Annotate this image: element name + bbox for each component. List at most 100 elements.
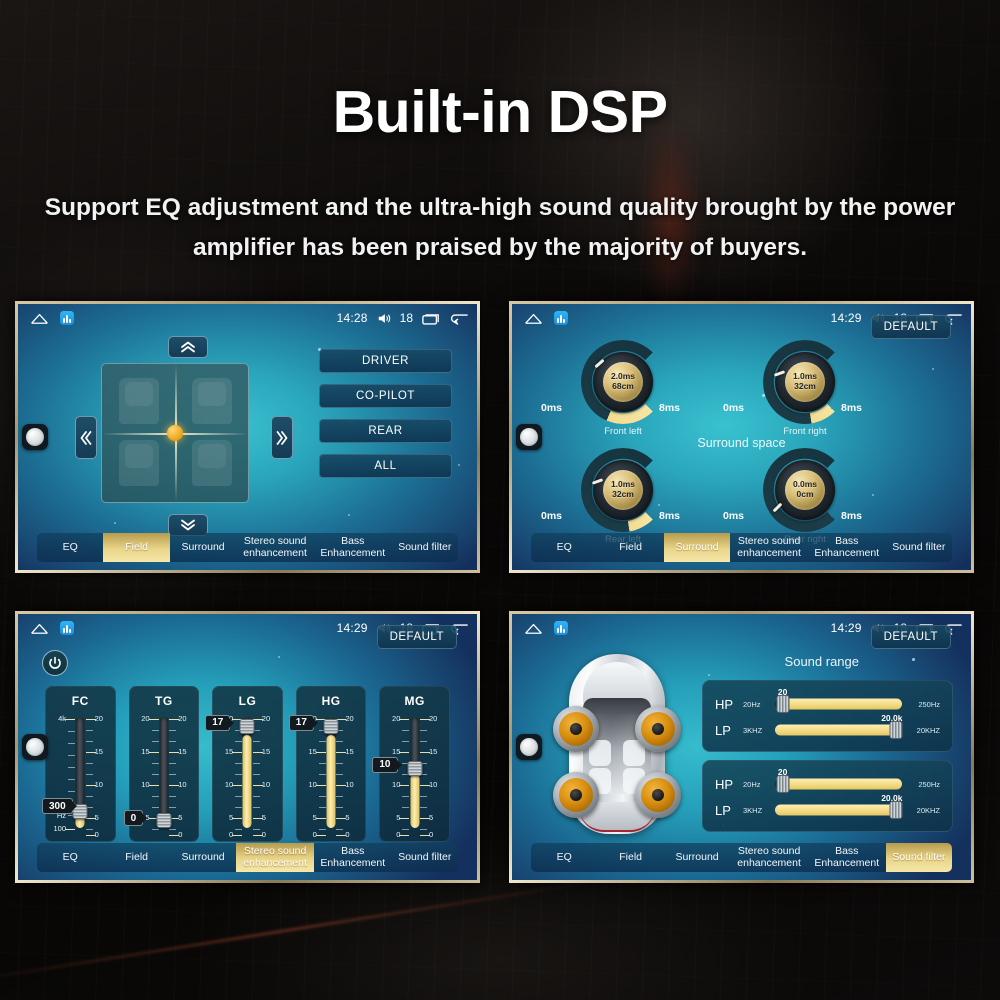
surround-knob-area: 2.0ms 68cm Front left 0ms 8ms [512,332,971,545]
fader-track[interactable] [242,717,252,828]
tab-eq[interactable]: EQ [62,540,78,553]
preset-rear[interactable]: REAR [319,419,452,443]
fader-thumb[interactable] [323,719,339,735]
filter-slider-hp[interactable]: 20 [775,687,902,717]
tab-surround[interactable]: Surround [181,850,225,863]
preset-copilot[interactable]: CO-PILOT [319,384,452,408]
filter-value: 20 [777,767,788,777]
preset-all[interactable]: ALL [319,454,452,478]
default-button[interactable]: DEFAULT [376,625,457,649]
field-right-button[interactable] [271,416,293,459]
recents-icon[interactable] [422,312,440,325]
fader-mg[interactable]: MG 20 15 10 5 [372,686,450,842]
fader-label: TG [155,694,173,708]
home-icon[interactable] [524,623,543,634]
tab-stereo-sound-enhancement[interactable]: Stereo sound enhancement [730,843,808,872]
knob-max-label: 8ms [841,402,863,414]
default-button[interactable]: DEFAULT [870,625,951,649]
app-icon[interactable] [60,621,74,635]
home-icon[interactable] [30,623,49,634]
tab-sound-filter[interactable]: Sound filter [892,540,946,553]
hardware-knob[interactable] [516,734,542,760]
field-up-button[interactable] [168,336,208,358]
sound-field-pad[interactable] [101,363,249,503]
tab-sound-filter[interactable]: Sound filter [885,843,952,872]
app-icon[interactable] [60,311,74,325]
knob-min-label: 0ms [723,402,745,414]
home-icon[interactable] [524,313,543,324]
fader-fc[interactable]: FC 4k Hz 100 [42,686,116,842]
tab-field[interactable]: Field [619,540,643,553]
tab-eq[interactable]: EQ [62,850,78,863]
scale-label: 5 [312,813,317,822]
scale-label: 5 [94,813,99,822]
header: Built-in DSP Support EQ adjustment and t… [0,0,1000,267]
scale-label: 15 [308,747,317,756]
knob-front-left[interactable]: 2.0ms 68cm Front left 0ms 8ms [541,340,683,437]
knob-value-ms: 1.0ms [792,371,818,382]
tab-eq[interactable]: EQ [556,540,572,553]
chevron-up-icon [181,341,195,353]
home-icon[interactable] [30,313,49,324]
tab-bar: EQ Field Surround Stereo sound enhancemen… [37,533,458,562]
tab-stereo-sound-enhancement[interactable]: Stereo sound enhancement [236,843,314,872]
hardware-knob[interactable] [516,424,542,450]
tab-sound-filter[interactable]: Sound filter [398,540,452,553]
tab-eq[interactable]: EQ [556,850,572,863]
scale-unit: Hz [56,811,66,820]
field-down-button[interactable] [168,514,208,536]
fader-tg[interactable]: TG 20 15 10 5 [123,686,200,842]
app-icon[interactable] [554,621,568,635]
field-position-dot[interactable] [167,425,183,441]
fader-thumb[interactable] [156,813,172,829]
tab-bass-line2: Enhancement [814,856,880,869]
knob-rear-left[interactable]: 1.0ms 32cm Rear left 0ms 8ms [541,448,683,545]
hardware-knob[interactable] [22,424,48,450]
fader-thumb[interactable] [239,719,255,735]
volume-icon[interactable] [377,312,391,325]
hardware-knob[interactable] [22,734,48,760]
tab-bass-line1: Bass [835,844,859,857]
tab-bass-enhancement[interactable]: Bass Enhancement [314,843,392,872]
fader-track[interactable] [75,717,85,828]
tab-stereo-sound-enhancement[interactable]: Stereo sound enhancement [236,533,314,562]
fader-track[interactable] [326,717,336,828]
power-button[interactable] [42,650,68,676]
filter-slider-hp[interactable]: 20 [775,767,902,797]
sound-range-group-2: HP 20Hz 20 250Hz LP 3KHZ [702,760,953,832]
preset-driver[interactable]: DRIVER [319,349,452,373]
app-icon[interactable] [554,311,568,325]
filter-slider-lp[interactable]: 20.0k [775,713,902,743]
scale-label: 0 [94,830,99,839]
tab-field[interactable]: Field [103,533,170,562]
tab-bass-enhancement[interactable]: Bass Enhancement [314,533,392,562]
scale-label: 20 [428,714,438,723]
fader-track[interactable] [159,717,169,828]
tab-bar: EQ Field Surround Stereo sound enhancemen… [37,843,458,872]
tab-bass-enhancement[interactable]: Bass Enhancement [808,843,886,872]
filter-slider-lp[interactable]: 20.0k [775,793,902,823]
tab-field[interactable]: Field [125,850,149,863]
knob-front-right[interactable]: 1.0ms 32cm Front right 0ms 8ms [723,340,865,437]
fader-lg[interactable]: LG 20 15 10 5 [205,686,283,842]
tab-surround[interactable]: Surround [181,540,225,553]
tab-field[interactable]: Field [619,850,643,863]
filter-min: 3KHZ [743,725,763,735]
fader-hg[interactable]: HG 20 15 10 5 [288,686,367,842]
fader-thumb[interactable] [407,761,423,777]
tab-surround[interactable]: Surround [675,850,719,863]
field-left-button[interactable] [75,416,97,459]
tab-stereo-line1: Stereo sound [243,844,307,857]
fader-scale-right: 20 15 10 5 0 [85,713,108,839]
tab-surround[interactable]: Surround [663,533,731,562]
knob-rear-right[interactable]: 0.0ms 0cm Rear right 0ms 8ms [723,448,865,545]
scale-label: 5 [229,813,234,822]
device-screen-surround: 14:29 18 [512,304,971,570]
speaker-rear-left [553,772,599,818]
back-icon[interactable] [449,312,468,325]
tab-sound-filter[interactable]: Sound filter [398,850,452,863]
tab-bass-enhancement[interactable]: Bass Enhancement [808,533,886,562]
filter-max: 250Hz [918,699,940,709]
tab-stereo-sound-enhancement[interactable]: Stereo sound enhancement [730,533,808,562]
default-button[interactable]: DEFAULT [870,315,951,339]
